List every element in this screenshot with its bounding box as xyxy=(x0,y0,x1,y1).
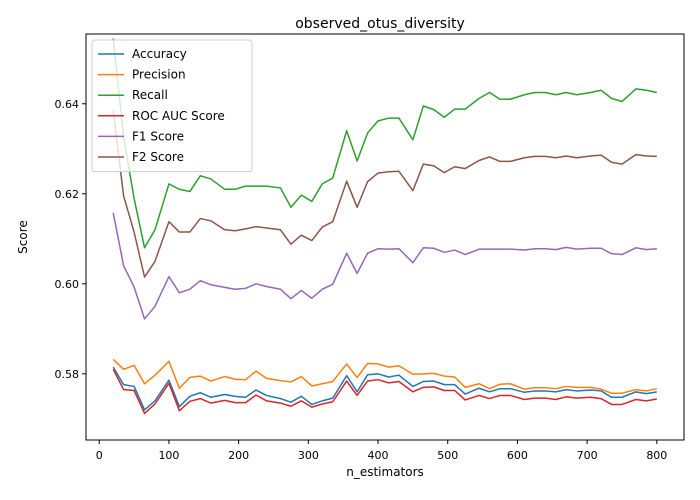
y-tick-label: 0.58 xyxy=(55,368,80,381)
x-tick-label: 400 xyxy=(368,449,389,462)
y-axis-label: Score xyxy=(16,220,30,254)
y-tick-label: 0.64 xyxy=(55,98,80,111)
series-line-4 xyxy=(112,212,657,320)
legend: Accuracy Precision Recall ROC AUC Score F1 S… xyxy=(91,39,253,173)
y-tick-label: 0.62 xyxy=(55,188,80,201)
axes-layer: 0 100 200 300 400 500 600 700 800 0.58 0.60 0.62 0.6… xyxy=(55,33,685,462)
chart-title: observed_otus_diversity xyxy=(295,16,465,32)
legend-label-4: F1 Score xyxy=(132,129,184,143)
x-axis-label: n_estimators xyxy=(346,465,424,479)
x-tick-label: 100 xyxy=(158,449,179,462)
x-tick-label: 600 xyxy=(507,449,528,462)
x-tick-label: 300 xyxy=(298,449,319,462)
series-line-0 xyxy=(112,366,657,411)
x-tick-label: 500 xyxy=(437,449,458,462)
series-line-3 xyxy=(112,368,657,415)
legend-box xyxy=(91,39,253,173)
legend-label-5: F2 Score xyxy=(132,150,184,164)
series-layer xyxy=(112,38,657,415)
legend-label-0: Accuracy xyxy=(132,47,187,61)
legend-label-2: Recall xyxy=(132,88,168,102)
legend-label-1: Precision xyxy=(132,68,186,82)
x-tick-label: 700 xyxy=(577,449,598,462)
legend-label-3: ROC AUC Score xyxy=(132,109,225,123)
series-line-2 xyxy=(112,38,657,249)
y-tick-label: 0.60 xyxy=(55,278,80,291)
x-tick-label: 200 xyxy=(228,449,249,462)
series-line-1 xyxy=(112,358,657,394)
series-line-5 xyxy=(112,110,657,278)
x-tick-label: 800 xyxy=(646,449,667,462)
plot-border xyxy=(85,33,685,441)
x-tick-label: 0 xyxy=(96,449,103,462)
